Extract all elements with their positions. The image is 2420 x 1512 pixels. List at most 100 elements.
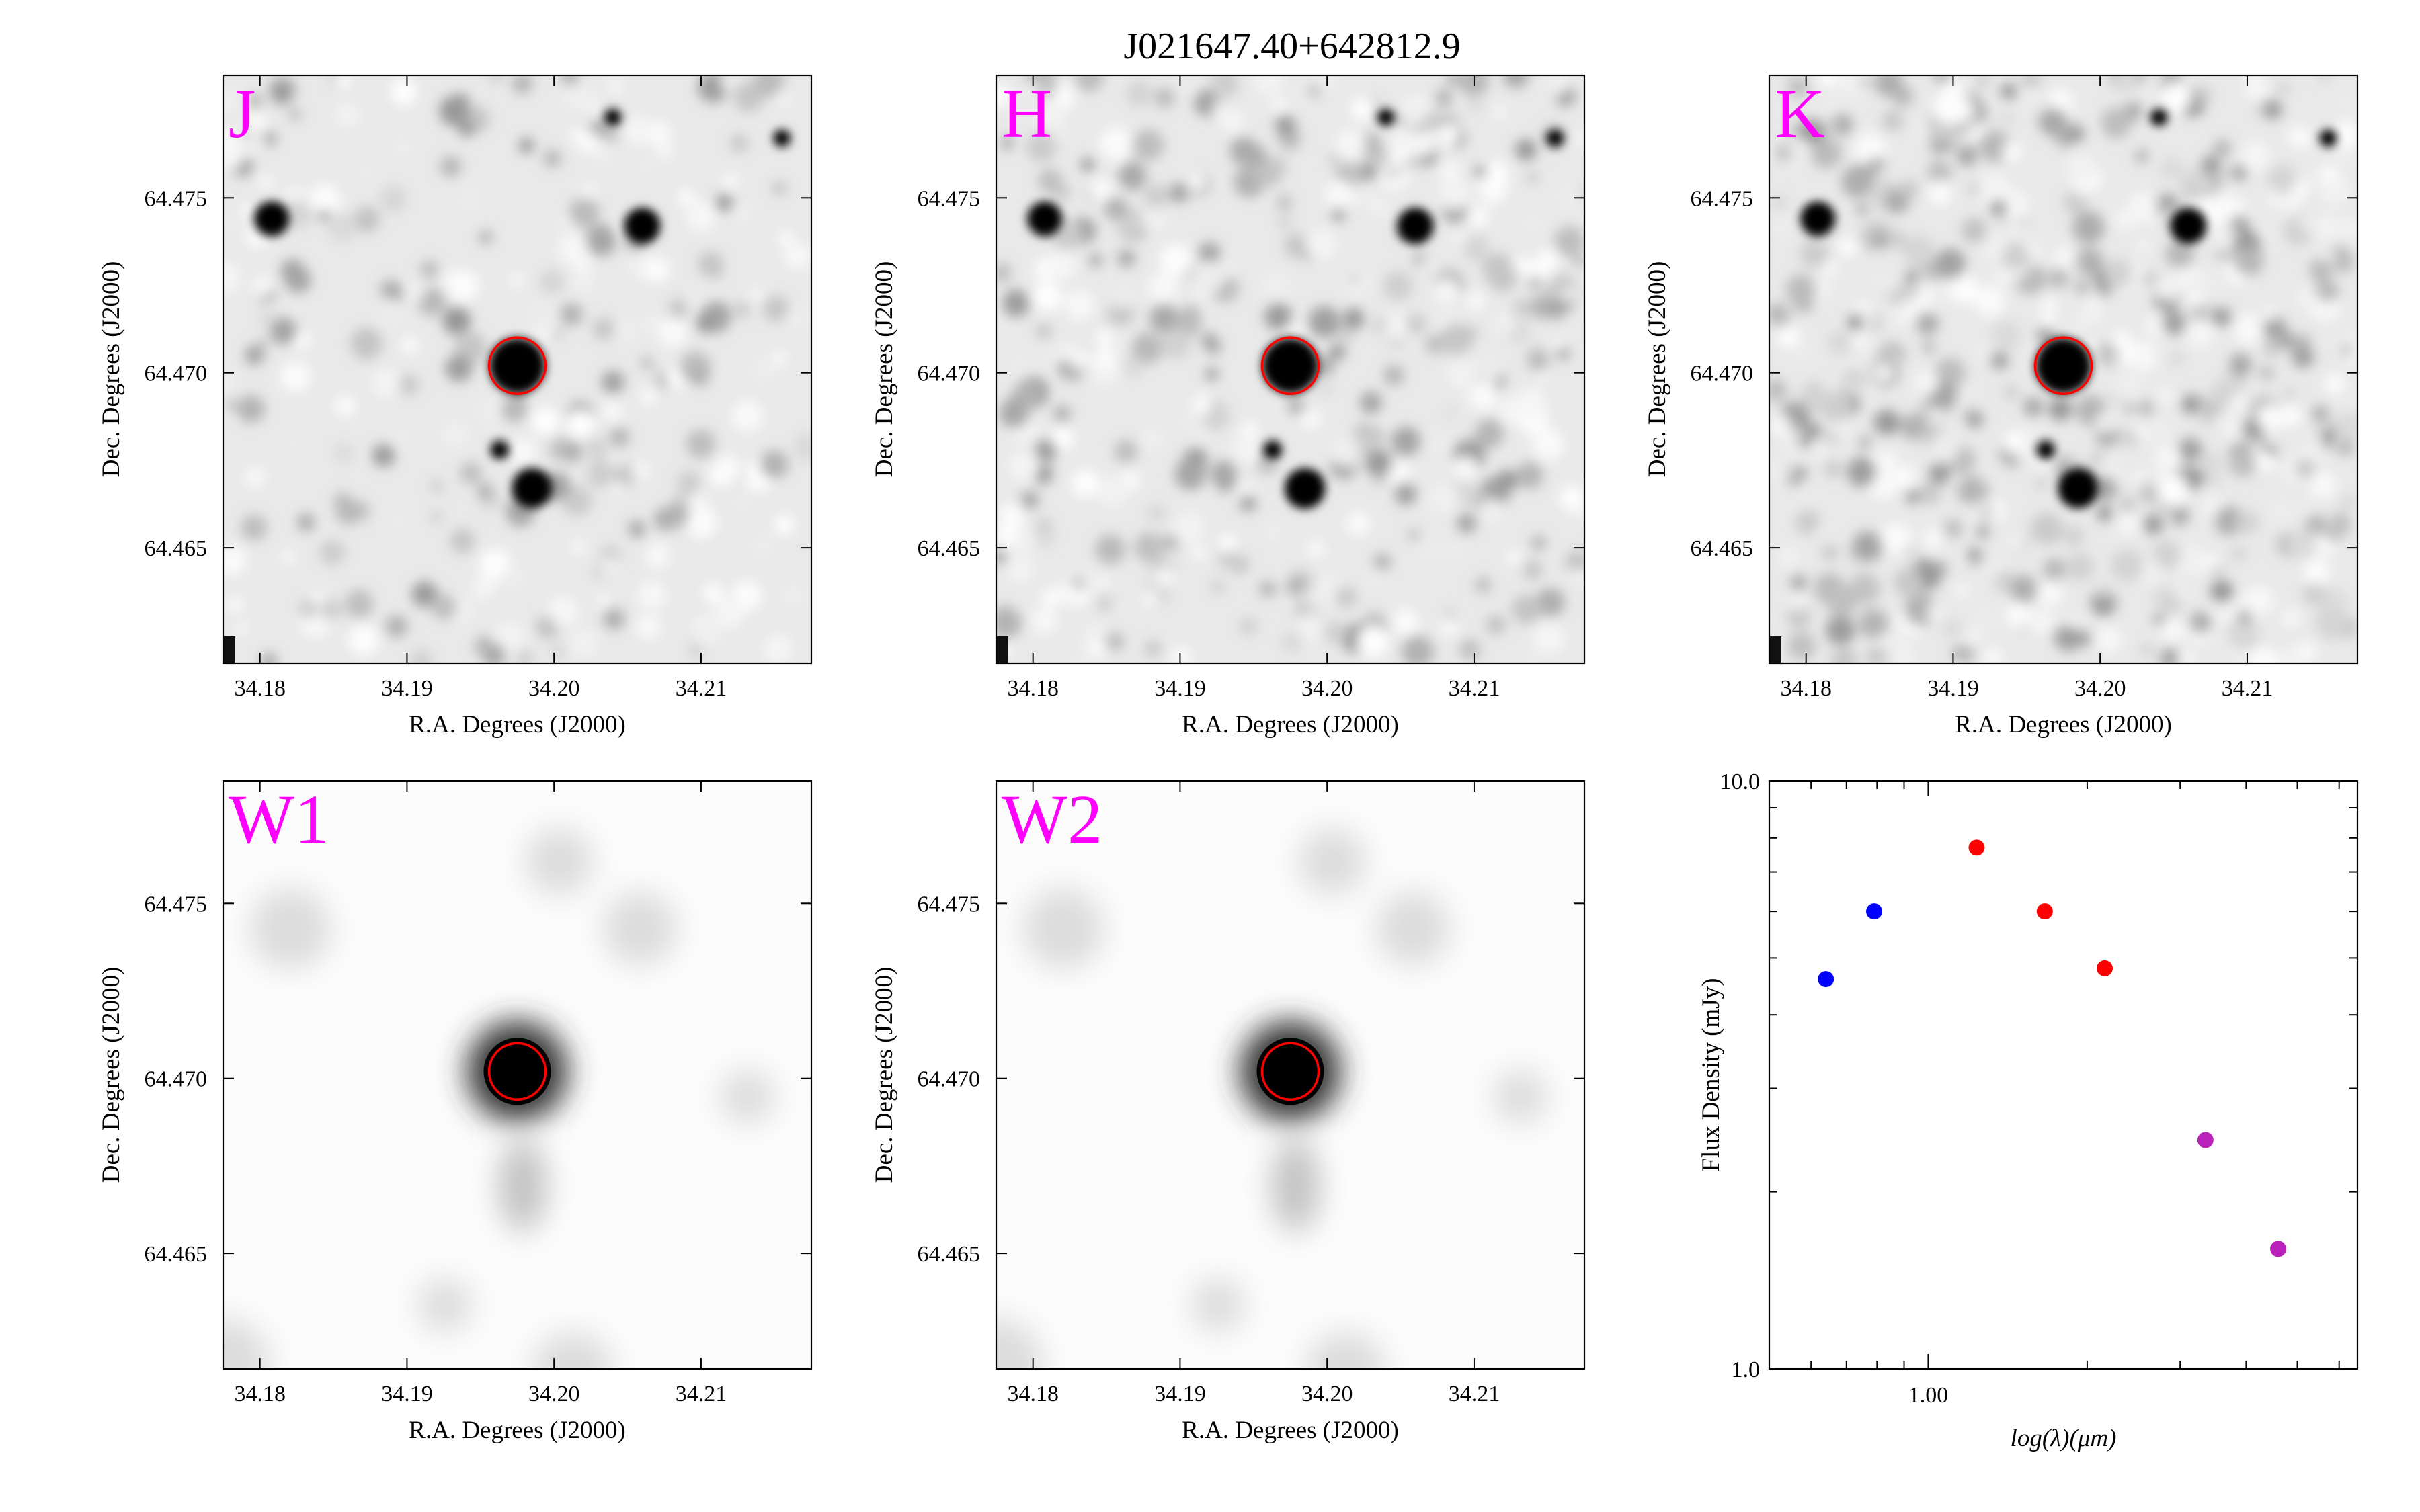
band-label: H: [1002, 75, 1052, 153]
x-axis-label: R.A. Degrees (J2000): [1182, 711, 1399, 739]
star: [2150, 108, 2168, 126]
star: [490, 440, 510, 460]
band-label: W1: [229, 781, 329, 858]
panel-frame: [995, 74, 1586, 665]
y-tick-label: 64.465: [918, 536, 981, 561]
x-tick-label: 34.20: [1301, 676, 1353, 701]
faint-source: [1191, 1278, 1245, 1332]
source-marker-circle: [1260, 336, 1320, 396]
image-panel-h: 34.18 34.19 34.20 34.21 64.475 64.470 64.465 R.…: [871, 74, 1586, 739]
corner-artifact: [223, 636, 235, 663]
x-tick-label: 34.18: [1780, 676, 1832, 701]
y-axis-label: Dec. Degrees (J2000): [1644, 261, 1671, 478]
panel-image: [996, 781, 1584, 1369]
star: [1027, 201, 1063, 237]
x-axis-label: log(λ)(μm): [2011, 1425, 2117, 1452]
panel-frame: [222, 780, 813, 1370]
source-marker-circle: [2033, 336, 2093, 396]
y-axis-label: Dec. Degrees (J2000): [97, 967, 125, 1183]
star: [1262, 337, 1319, 394]
band-label: K: [1775, 75, 1825, 153]
y-tick-label: 10.0: [1720, 769, 1761, 794]
panel-frame: [222, 74, 813, 665]
source-core: [1256, 1038, 1324, 1105]
panel-image: [996, 75, 1584, 663]
data-point: [2097, 960, 2113, 976]
image-panel-j: 34.18 34.19 34.20 34.21 64.475 64.470 64.465 R.…: [97, 74, 813, 739]
y-axis-label: Dec. Degrees (J2000): [97, 261, 125, 478]
faint-source: [250, 888, 331, 969]
x-tick-label: 34.21: [1449, 1382, 1500, 1406]
panel-image: [223, 75, 811, 663]
x-tick-label: 34.19: [1154, 676, 1206, 701]
data-point: [2270, 1241, 2287, 1257]
image-panel-w2: 34.18 34.19 34.20 34.21 64.475 64.470 64.465 R.…: [871, 780, 1586, 1444]
star: [2170, 207, 2207, 244]
star: [773, 129, 791, 147]
data-point: [1866, 903, 1883, 920]
x-tick-label: 1.00: [1908, 1383, 1949, 1408]
star: [1263, 440, 1283, 460]
image-panel-k: 34.18 34.19 34.20 34.21 64.475 64.470 64.465 R.…: [1644, 74, 2359, 739]
x-axis-label: R.A. Degrees (J2000): [1955, 711, 2172, 739]
faint-source: [498, 1138, 547, 1233]
x-axis-label: R.A. Degrees (J2000): [409, 711, 626, 739]
x-tick-label: 34.20: [528, 1382, 580, 1406]
sky-noise: [223, 75, 811, 663]
band-label: W2: [1002, 781, 1102, 858]
x-tick-label: 34.21: [676, 676, 727, 701]
data-point: [2197, 1132, 2214, 1148]
x-tick-label: 34.21: [676, 1382, 727, 1406]
star: [1397, 207, 1434, 244]
y-tick-label: 64.465: [145, 536, 208, 561]
panel-image: [1769, 75, 2357, 663]
y-tick-label: 64.465: [1691, 536, 1754, 561]
faint-source: [418, 1278, 472, 1332]
star: [2035, 337, 2092, 394]
x-axis-label: R.A. Degrees (J2000): [409, 1417, 626, 1444]
y-tick-label: 64.470: [918, 1067, 981, 1092]
star: [2036, 440, 2056, 460]
y-tick-label: 64.470: [145, 1067, 208, 1092]
image-panel-w1: 34.18 34.19 34.20 34.21 64.475 64.470 64.465 R.…: [97, 780, 813, 1444]
x-tick-label: 34.19: [381, 676, 433, 701]
panel-frame: [1768, 74, 2359, 665]
faint-source: [603, 892, 677, 966]
star: [489, 337, 546, 394]
stars: [1027, 108, 1564, 509]
y-axis-label: Flux Density (mJy): [1697, 978, 1725, 1172]
faint-source: [721, 1070, 774, 1124]
star: [624, 207, 661, 244]
image-panels: 34.18 34.19 34.20 34.21 64.475 64.470 64.465 R.…: [97, 74, 2359, 1444]
star: [604, 108, 622, 126]
faint-source: [996, 1318, 1043, 1369]
star: [1800, 201, 1836, 237]
faint-source: [1023, 888, 1104, 969]
x-tick-label: 34.19: [381, 1382, 433, 1406]
star: [512, 468, 553, 509]
faint-source: [1494, 1070, 1547, 1124]
faint-source: [1376, 892, 1450, 966]
sky-noise: [996, 75, 1584, 663]
faint-source: [526, 828, 593, 895]
x-tick-label: 34.18: [1007, 676, 1059, 701]
y-tick-label: 64.465: [918, 1242, 981, 1267]
faint-source: [1271, 1138, 1320, 1233]
y-tick-label: 64.470: [918, 362, 981, 386]
x-tick-label: 34.19: [1927, 676, 1979, 701]
x-tick-label: 34.18: [234, 676, 286, 701]
figure-title: J021647.40+642812.9: [1123, 26, 1460, 67]
y-axis-label: Dec. Degrees (J2000): [871, 261, 898, 478]
corner-artifact: [996, 636, 1008, 663]
star: [1285, 468, 1326, 509]
source-marker-circle: [1260, 1042, 1320, 1101]
y-tick-label: 64.465: [145, 1242, 208, 1267]
y-tick-label: 64.470: [1691, 362, 1754, 386]
y-tick-label: 64.475: [145, 186, 208, 211]
x-tick-label: 34.20: [1301, 1382, 1353, 1406]
stars: [254, 108, 791, 509]
y-axis-label: Dec. Degrees (J2000): [871, 967, 898, 1183]
sky-noise: [1769, 75, 2357, 663]
star: [2058, 468, 2099, 509]
